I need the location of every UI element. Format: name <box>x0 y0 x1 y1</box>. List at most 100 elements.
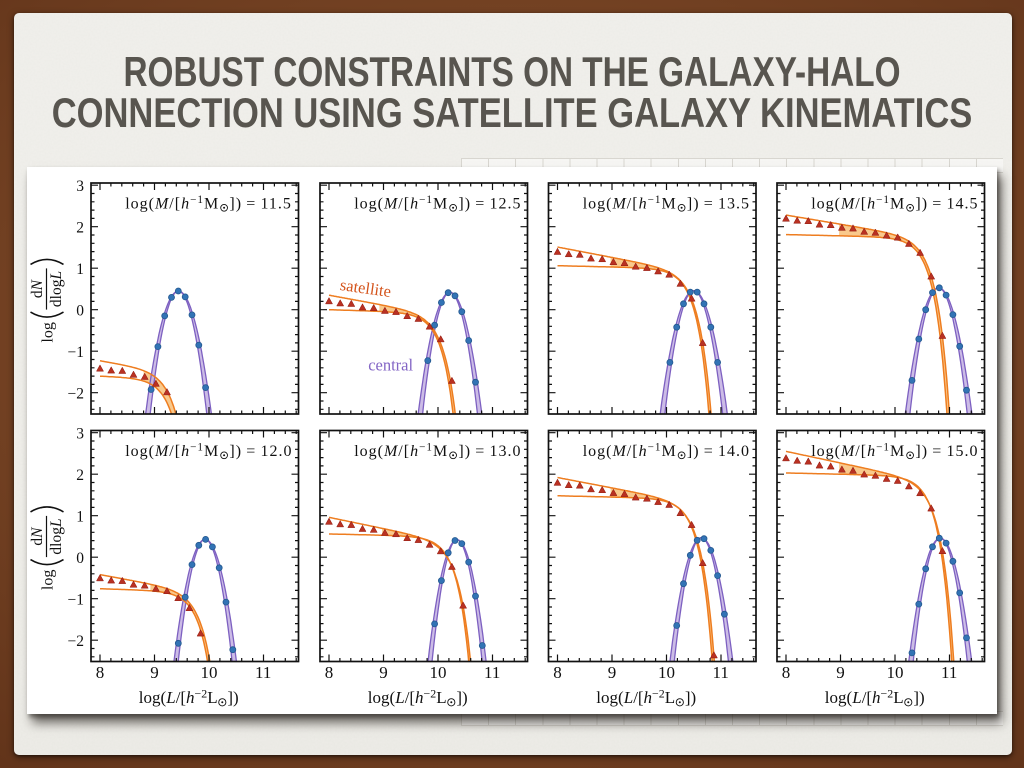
svg-text:−2: −2 <box>652 686 665 700</box>
svg-text:8: 8 <box>553 663 562 682</box>
svg-text:−2: −2 <box>195 686 208 700</box>
svg-text:0: 0 <box>76 302 84 319</box>
svg-text:h: h <box>872 688 881 707</box>
svg-text:log: log <box>39 570 56 590</box>
svg-text:log(: log( <box>125 443 155 460</box>
svg-text:]): ]) <box>227 688 238 707</box>
svg-text:L: L <box>394 688 404 707</box>
svg-text:L: L <box>851 688 861 707</box>
svg-text:h: h <box>186 688 195 707</box>
svg-text:10: 10 <box>430 663 447 682</box>
svg-text:/[: /[ <box>176 688 187 707</box>
svg-text:/[: /[ <box>398 196 410 213</box>
svg-text:M: M <box>433 443 448 460</box>
svg-text:]): ]) <box>913 688 924 707</box>
svg-text:M: M <box>383 443 399 460</box>
svg-text:8: 8 <box>782 663 791 682</box>
svg-text:3: 3 <box>76 425 84 442</box>
svg-text:11.5: 11.5 <box>261 196 292 213</box>
svg-text:h: h <box>639 196 648 213</box>
svg-text:h: h <box>867 443 876 460</box>
svg-text:]) =: ]) = <box>458 196 489 213</box>
svg-text:10: 10 <box>887 663 904 682</box>
svg-text:9: 9 <box>150 663 159 682</box>
svg-text:h: h <box>867 196 876 213</box>
svg-text:L: L <box>165 688 175 707</box>
svg-text:log(: log( <box>354 443 384 460</box>
svg-text:log(: log( <box>368 688 396 707</box>
svg-text:−1: −1 <box>419 194 433 206</box>
svg-text:M: M <box>662 443 677 460</box>
svg-text:8: 8 <box>96 663 105 682</box>
svg-text:/[: /[ <box>169 196 181 213</box>
svg-text:14.0: 14.0 <box>718 443 750 460</box>
svg-text:log(: log( <box>583 443 613 460</box>
svg-text:−1: −1 <box>648 194 662 206</box>
svg-text:15.0: 15.0 <box>947 443 979 460</box>
svg-text:−1: −1 <box>648 442 662 454</box>
svg-text:M: M <box>433 196 448 213</box>
svg-text:1: 1 <box>76 261 84 278</box>
svg-text:13.0: 13.0 <box>490 443 522 460</box>
svg-text:central: central <box>368 356 413 375</box>
svg-text:−1: −1 <box>190 442 204 454</box>
svg-text:L: L <box>207 688 217 707</box>
svg-text:−1: −1 <box>876 194 890 206</box>
svg-text:dlogL: dlogL <box>48 271 65 307</box>
svg-text:dlogL: dlogL <box>48 518 65 554</box>
svg-text:h: h <box>415 688 424 707</box>
svg-text:M: M <box>383 196 399 213</box>
svg-text:M: M <box>204 443 219 460</box>
svg-text:log(: log( <box>825 688 853 707</box>
svg-text:L: L <box>893 688 903 707</box>
svg-text:14.5: 14.5 <box>947 196 979 213</box>
svg-text:9: 9 <box>836 663 845 682</box>
svg-text:0: 0 <box>76 550 84 567</box>
svg-text:8: 8 <box>325 663 334 682</box>
svg-text:/[: /[ <box>855 196 867 213</box>
svg-text:2: 2 <box>76 219 84 236</box>
svg-text:]): ]) <box>685 688 696 707</box>
svg-text:13.5: 13.5 <box>718 196 750 213</box>
svg-text:10: 10 <box>201 663 218 682</box>
svg-text:log(: log( <box>125 196 155 213</box>
svg-text:10: 10 <box>658 663 675 682</box>
svg-text:2: 2 <box>76 467 84 484</box>
svg-text:log(: log( <box>583 196 613 213</box>
svg-text:dN: dN <box>29 526 46 546</box>
svg-text:3: 3 <box>76 178 84 195</box>
svg-text:dN: dN <box>29 278 46 298</box>
svg-text:M: M <box>890 443 905 460</box>
svg-text:/[: /[ <box>405 688 416 707</box>
svg-text:−1: −1 <box>419 442 433 454</box>
svg-text:11: 11 <box>941 663 957 682</box>
svg-text:−1: −1 <box>876 442 890 454</box>
svg-text:h: h <box>410 196 419 213</box>
svg-text:M: M <box>154 196 170 213</box>
svg-text:/[: /[ <box>398 443 410 460</box>
svg-text:/[: /[ <box>633 688 644 707</box>
svg-text:1: 1 <box>76 508 84 525</box>
svg-text:/[: /[ <box>862 688 873 707</box>
svg-text:/[: /[ <box>627 443 639 460</box>
svg-text:−1: −1 <box>190 194 204 206</box>
svg-text:L: L <box>665 688 675 707</box>
svg-text:M: M <box>840 196 856 213</box>
svg-text:h: h <box>181 443 190 460</box>
svg-text:−1: −1 <box>68 591 85 608</box>
svg-text:M: M <box>840 443 856 460</box>
svg-text:−1: −1 <box>68 344 85 361</box>
svg-text:12.0: 12.0 <box>261 443 293 460</box>
svg-text:11: 11 <box>255 663 271 682</box>
svg-text:11: 11 <box>484 663 500 682</box>
svg-text:M: M <box>204 196 219 213</box>
svg-text:log(: log( <box>139 688 167 707</box>
svg-text:h: h <box>181 196 190 213</box>
svg-text:−2: −2 <box>424 686 437 700</box>
svg-text:]) =: ]) = <box>229 196 260 213</box>
svg-text:log: log <box>39 322 56 342</box>
svg-text:9: 9 <box>608 663 617 682</box>
svg-text:log(: log( <box>811 443 841 460</box>
svg-text:h: h <box>639 443 648 460</box>
svg-text:/[: /[ <box>627 196 639 213</box>
